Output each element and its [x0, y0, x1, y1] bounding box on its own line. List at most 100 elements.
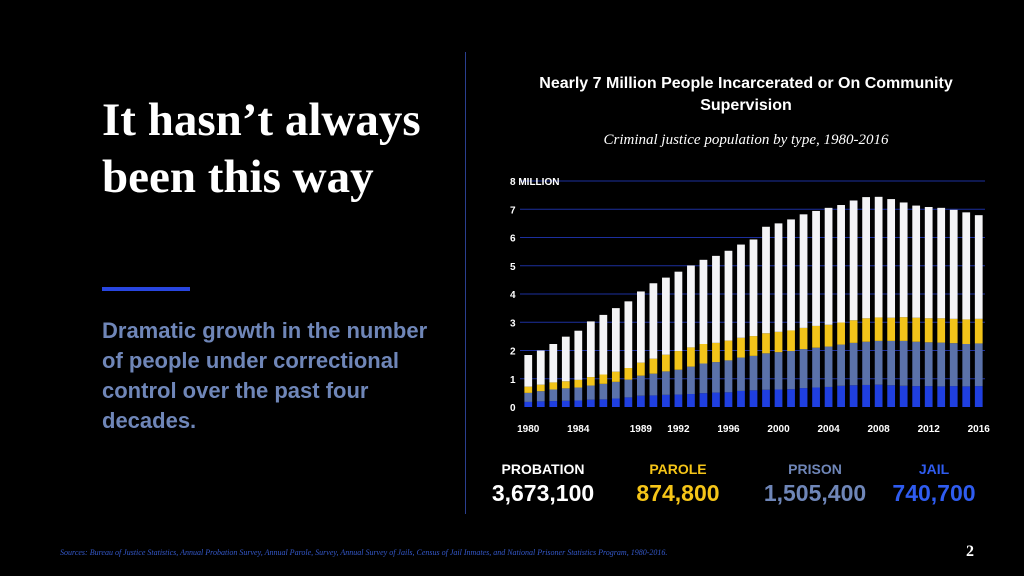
bar-parole-1992: [674, 351, 683, 370]
bar-parole-1981: [536, 384, 545, 392]
bar-prison-1989: [636, 375, 645, 396]
bar-jail-1983: [561, 400, 570, 407]
bar-jail-2016: [974, 386, 983, 407]
bar-probation-1991: [662, 277, 670, 355]
bar-prison-2005: [837, 344, 845, 386]
bar-parole-2003: [812, 325, 820, 348]
bar-jail-2006: [849, 385, 858, 407]
bar-prison-2015: [962, 344, 971, 387]
legend-value-jail: 740,700: [892, 480, 976, 506]
page-number: 2: [966, 543, 974, 560]
bar-prison-1992: [674, 369, 683, 395]
bar-probation-1988: [624, 301, 633, 369]
sources-note: Sources: Bureau of Justice Statistics, A…: [60, 548, 668, 557]
bar-parole-2010: [899, 317, 908, 341]
bar-probation-2016: [974, 215, 983, 319]
y-tick-label: 4: [510, 290, 516, 301]
bar-jail-2007: [862, 384, 871, 407]
bar-parole-2000: [774, 331, 783, 353]
bar-jail-1990: [649, 395, 658, 407]
bar-parole-1993: [687, 347, 695, 367]
bar-parole-2012: [924, 318, 933, 343]
bar-parole-1998: [749, 336, 758, 356]
bar-parole-2008: [874, 317, 883, 341]
bar-prison-1981: [536, 391, 545, 402]
bar-probation-2005: [837, 205, 845, 323]
bar-prison-2008: [874, 340, 883, 385]
x-tick-label: 2012: [918, 424, 941, 435]
bar-prison-2002: [799, 349, 808, 389]
bar-prison-2003: [812, 347, 820, 388]
legend-value-prison: 1,505,400: [763, 480, 867, 506]
bar-probation-2002: [799, 214, 808, 328]
bar-jail-1981: [536, 401, 545, 407]
bar-prison-2004: [824, 346, 833, 387]
bar-parole-2009: [887, 317, 896, 341]
bar-prison-1995: [712, 362, 720, 393]
y-tick-label: 0: [510, 403, 516, 414]
bar-probation-1984: [574, 330, 583, 380]
legend-jail: JAIL 740,700: [882, 460, 986, 508]
y-tick-label: 3: [510, 318, 516, 329]
bar-probation-2013: [937, 207, 946, 319]
bar-prison-1996: [724, 360, 733, 393]
bar-probation-1999: [762, 226, 770, 334]
bar-prison-2010: [899, 340, 908, 386]
bar-probation-1982: [549, 344, 558, 383]
bar-jail-1996: [724, 392, 733, 407]
bar-parole-1996: [724, 340, 733, 361]
bar-probation-1983: [561, 336, 570, 382]
bar-parole-2011: [912, 317, 921, 342]
bar-jail-1984: [574, 400, 583, 407]
bar-jail-1992: [674, 394, 683, 407]
bar-jail-1993: [687, 394, 695, 407]
bar-parole-2001: [787, 330, 795, 352]
legend-label-parole: PAROLE: [649, 461, 707, 477]
bar-prison-1988: [624, 379, 633, 398]
bar-prison-2001: [787, 351, 795, 390]
bar-parole-2002: [799, 327, 808, 350]
bar-jail-2003: [812, 387, 820, 407]
bar-parole-1983: [561, 381, 570, 389]
bar-parole-1988: [624, 368, 633, 380]
bar-prison-1999: [762, 353, 770, 390]
bar-probation-1981: [536, 350, 545, 385]
legend-label-jail: JAIL: [918, 461, 950, 477]
bar-probation-1985: [586, 321, 595, 378]
bar-prison-2016: [974, 343, 983, 387]
bar-probation-2006: [849, 200, 858, 321]
bar-probation-2008: [874, 196, 883, 318]
bar-parole-1989: [636, 362, 645, 376]
bar-probation-1980: [524, 355, 533, 387]
chart-subtitle: Criminal justice population by type, 198…: [603, 132, 889, 148]
bar-probation-1990: [649, 283, 658, 359]
legend-value-probation: 3,673,100: [491, 480, 595, 506]
bar-probation-1998: [749, 239, 758, 337]
subhead: Dramatic growth in the number of people …: [102, 318, 428, 433]
bar-parole-1995: [712, 342, 720, 363]
bar-jail-2008: [874, 384, 883, 407]
bar-probation-1986: [599, 314, 608, 375]
bar-probation-1989: [636, 291, 645, 363]
accent-rule: [102, 287, 190, 291]
bar-prison-1982: [549, 389, 558, 402]
bar-probation-1994: [699, 259, 708, 345]
y-tick-label: 5: [510, 262, 516, 273]
bar-jail-1998: [749, 390, 758, 407]
bar-jail-1980: [524, 401, 533, 407]
bar-prison-2012: [924, 342, 933, 387]
bar-jail-2009: [887, 385, 896, 407]
bar-prison-1986: [599, 383, 608, 400]
y-tick-label: 2: [510, 347, 516, 358]
bar-jail-1986: [599, 399, 608, 407]
bar-parole-2016: [974, 318, 983, 344]
bar-prison-2009: [887, 340, 896, 386]
bar-parole-1999: [762, 333, 770, 354]
bar-jail-1995: [712, 392, 720, 407]
bar-jail-2015: [962, 386, 971, 407]
bar-probation-2010: [899, 202, 908, 318]
y-tick-label: 7: [510, 205, 516, 216]
bar-jail-2004: [824, 386, 833, 407]
headline: It hasn’t always been this way: [102, 94, 421, 203]
bar-parole-2004: [824, 324, 833, 347]
